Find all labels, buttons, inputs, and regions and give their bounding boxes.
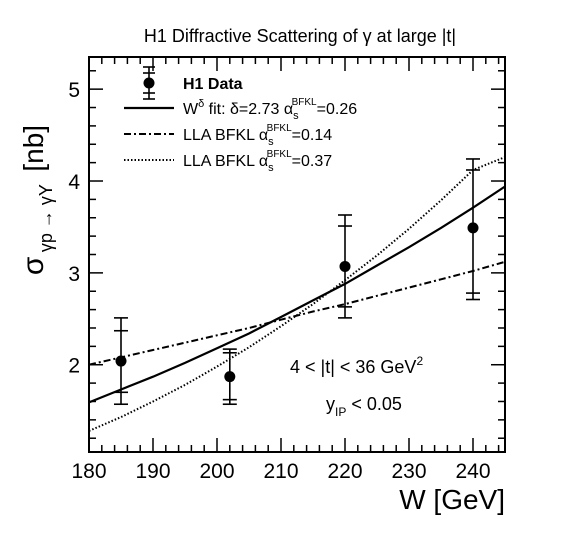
x-tick-label: 180 bbox=[71, 460, 106, 483]
legend-text: =0.26 bbox=[317, 101, 358, 118]
annotation-superscript: 2 bbox=[416, 354, 423, 368]
bfkl-014-curve bbox=[88, 260, 506, 366]
y-tick-label: 5 bbox=[68, 79, 80, 102]
legend-label-data: H1 Data bbox=[183, 76, 243, 93]
x-tick-label: 230 bbox=[391, 460, 426, 483]
legend-superscript: δ bbox=[198, 98, 204, 110]
x-tick-label: 240 bbox=[455, 460, 490, 483]
x-axis-label: W [GeV] bbox=[399, 484, 505, 515]
legend-marker-point bbox=[143, 77, 155, 89]
legend-label-fit: Wδ fit: δ=2.73 αs BFKL=0.26 bbox=[183, 97, 357, 122]
legend-superscript: BFKL bbox=[267, 149, 292, 160]
annotation-text: 4 < |t| < 36 GeV bbox=[290, 357, 416, 377]
data-point bbox=[224, 371, 236, 383]
y-axis-label-symbol: σ bbox=[17, 256, 50, 275]
annotation-y-cut: yIP < 0.05 bbox=[326, 394, 402, 419]
legend-subscript: s bbox=[293, 110, 299, 122]
fit-curve bbox=[88, 185, 506, 404]
x-tick-label: 210 bbox=[263, 460, 298, 483]
legend-text: LLA BFKL α bbox=[183, 127, 268, 144]
y-axis-label-subscript: γp → γY bbox=[36, 184, 56, 252]
annotation-t-range: 4 < |t| < 36 GeV2 bbox=[290, 354, 423, 377]
x-tick-label: 200 bbox=[199, 460, 234, 483]
data-points bbox=[114, 158, 480, 406]
x-tick-label: 220 bbox=[327, 460, 362, 483]
data-point bbox=[115, 355, 127, 367]
annotations: 4 < |t| < 36 GeV2 yIP < 0.05 bbox=[290, 354, 423, 419]
legend-text: W bbox=[183, 101, 199, 118]
data-point bbox=[467, 222, 479, 234]
curves bbox=[88, 156, 506, 432]
y-tick-label: 3 bbox=[68, 263, 80, 286]
legend-superscript: BFKL bbox=[292, 97, 317, 108]
legend-superscript: BFKL bbox=[267, 123, 292, 134]
annotation-text: y bbox=[326, 394, 335, 414]
legend-text: LLA BFKL α bbox=[183, 153, 268, 170]
legend-subscript: s bbox=[268, 136, 274, 148]
legend-text: =0.37 bbox=[292, 153, 333, 170]
legend-subscript: s bbox=[268, 162, 274, 174]
x-tick-label: 190 bbox=[135, 460, 170, 483]
legend-text: =0.14 bbox=[292, 127, 333, 144]
annotation-text: < 0.05 bbox=[346, 394, 402, 414]
axes: 180 190 200 210 220 230 240 2 3 4 5 bbox=[68, 56, 506, 483]
data-point bbox=[339, 260, 351, 272]
legend-text: fit: δ=2.73 α bbox=[204, 101, 293, 118]
y-axis-label: σ γp → γY [nb] bbox=[17, 125, 56, 275]
chart-title: H1 Diffractive Scattering of γ at large … bbox=[144, 26, 456, 46]
legend-label-bfkl-037: LLA BFKL αs BFKL=0.37 bbox=[183, 149, 332, 174]
legend-label-bfkl-014: LLA BFKL αs BFKL=0.14 bbox=[183, 123, 332, 148]
y-tick-label: 2 bbox=[68, 355, 80, 378]
annotation-subscript: IP bbox=[335, 405, 346, 419]
y-tick-label: 4 bbox=[68, 171, 80, 194]
bfkl-037-curve bbox=[88, 156, 506, 432]
y-axis-label-unit: [nb] bbox=[18, 125, 49, 172]
